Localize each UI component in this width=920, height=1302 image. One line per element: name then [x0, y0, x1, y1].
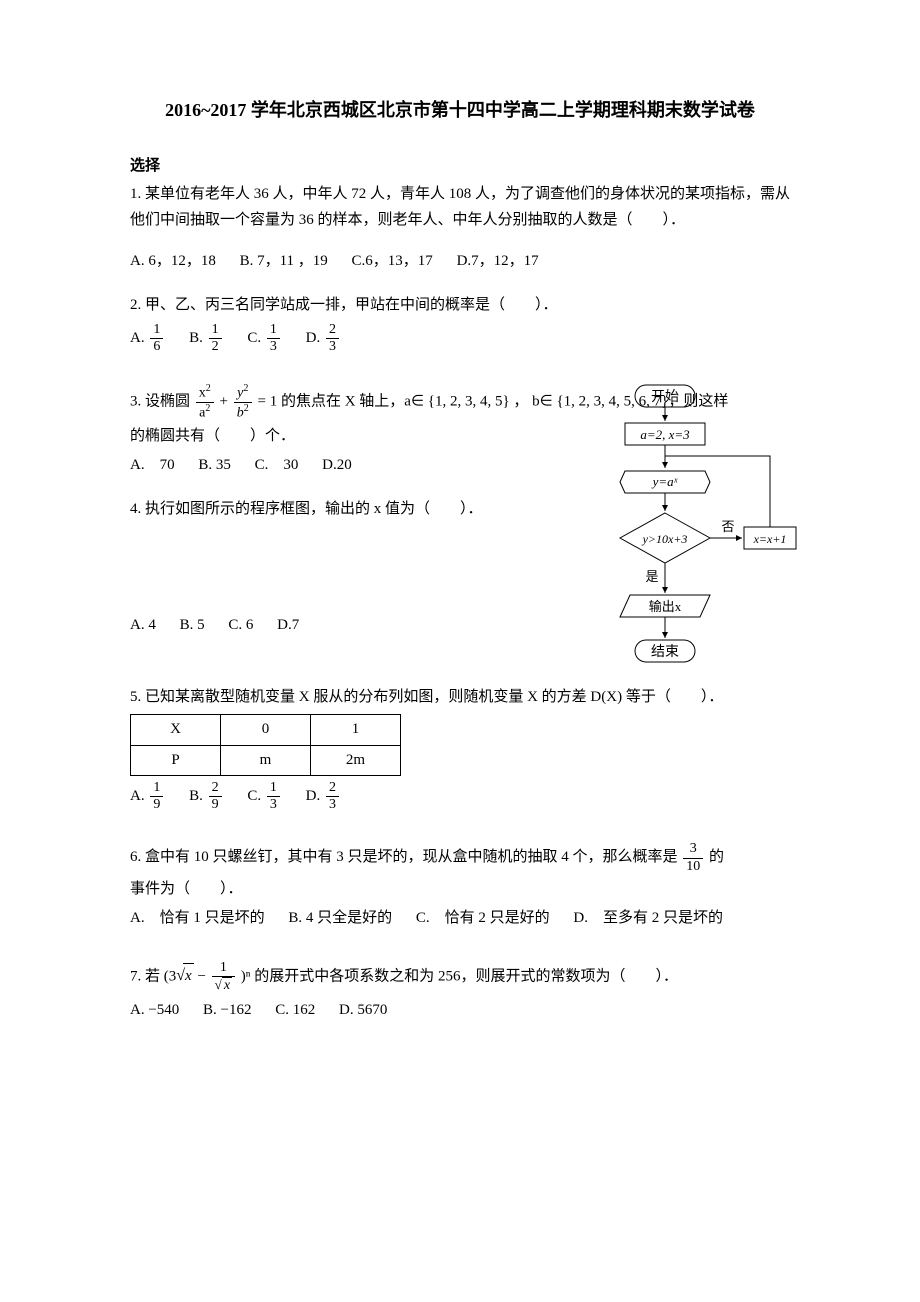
question-7: 7. 若 (3x − 1 √x )ⁿ 的展开式中各项系数之和为 256，则展开式…	[130, 960, 790, 1024]
q7-opt-b: B. −162	[203, 998, 251, 1024]
q1-options: A. 6，12，18 B. 7，11 ，19 C.6，13，17 D.7，12，…	[130, 249, 790, 275]
q3-opt-c: C. 30	[255, 453, 299, 479]
q5-options: A. 19 B. 29 C. 13 D. 23	[130, 780, 790, 813]
q5-cell-p: P	[131, 745, 221, 776]
q2-text: 2. 甲、乙、丙三名同学站成一排，甲站在中间的概率是（ ）．	[130, 293, 790, 319]
q5-cell-0: 0	[221, 715, 311, 746]
q7-text: 7. 若 (3x − 1 √x )ⁿ 的展开式中各项系数之和为 256，则展开式…	[130, 960, 790, 994]
q2-frac-c: 13	[267, 322, 280, 355]
q2-b-label: B.	[189, 330, 203, 346]
q6-opt-d: D. 至多有 2 只是坏的	[573, 906, 723, 932]
q7-opt-a: A. −540	[130, 998, 179, 1024]
q6-options: A. 恰有 1 只是坏的 B. 4 只全是好的 C. 恰有 2 只是好的 D. …	[130, 906, 790, 932]
q4-opt-d: D.7	[277, 613, 299, 639]
q5-cell-m: m	[221, 745, 311, 776]
question-1: 1. 某单位有老年人 36 人，中年人 72 人，青年人 108 人，为了调查他…	[130, 182, 790, 275]
q2-a-label: A.	[130, 330, 145, 346]
flow-inc: x=x+1	[753, 532, 787, 546]
q1-opt-c: C.6，13，17	[352, 249, 433, 275]
q2-d-label: D.	[306, 330, 321, 346]
q3-options: A. 70 B. 35 C. 30 D.20	[130, 453, 550, 479]
q6-opt-c: C. 恰有 2 只是好的	[416, 906, 550, 932]
question-4: 4. 执行如图所示的程序框图，输出的 x 值为（ ）． A. 4 B. 5 C.…	[130, 497, 550, 639]
q3-frac-y: y2 b2	[234, 383, 252, 422]
table-row: P m 2m	[131, 745, 401, 776]
q1-opt-a: A. 6，12，18	[130, 249, 216, 275]
flow-init: a=2, x=3	[640, 427, 690, 442]
q4-text: 4. 执行如图所示的程序框图，输出的 x 值为（ ）．	[130, 497, 550, 523]
flow-yes: 是	[645, 569, 658, 584]
flow-start: 开始	[651, 389, 679, 405]
q3-opt-b: B. 35	[198, 453, 231, 479]
q7-frac: 1 √x	[212, 960, 235, 994]
q3-opt-a: A. 70	[130, 453, 175, 479]
q4-opt-c: C. 6	[228, 613, 253, 639]
flow-assign: y=aˣ	[651, 474, 678, 489]
q6-suffix: 的	[709, 850, 724, 866]
sqrt-x-icon: x	[176, 962, 193, 990]
q2-frac-b: 12	[209, 322, 222, 355]
q6-opt-a: A. 恰有 1 只是坏的	[130, 906, 265, 932]
q7-mid: −	[197, 968, 209, 984]
q4-opt-a: A. 4	[130, 613, 156, 639]
q6-frac: 310	[683, 841, 703, 874]
q3-prefix: 3. 设椭圆	[130, 394, 190, 410]
q7-suffix: )ⁿ 的展开式中各项系数之和为 256，则展开式的常数项为（ ）．	[241, 968, 678, 984]
q3-frac-x: x2 a2	[196, 383, 214, 422]
q2-frac-d: 23	[326, 322, 339, 355]
flow-end: 结束	[651, 644, 679, 660]
q2-opt-d: D. 23	[306, 322, 341, 355]
q2-opt-a: A. 16	[130, 322, 165, 355]
table-row: X 0 1	[131, 715, 401, 746]
flow-no: 否	[721, 519, 734, 534]
q6-line2: 事件为（ ）．	[130, 877, 790, 903]
q1-opt-d: D.7，12，17	[457, 249, 539, 275]
q2-c-label: C.	[247, 330, 261, 346]
question-2: 2. 甲、乙、丙三名同学站成一排，甲站在中间的概率是（ ）． A. 16 B. …	[130, 293, 790, 356]
q6-line1: 6. 盒中有 10 只螺丝钉，其中有 3 只是坏的，现从盒中随机的抽取 4 个，…	[130, 841, 790, 874]
q3-q4-block: 3. 设椭圆 x2 a2 + y2 b2 = 1 的焦点在 X 轴上，a∈ {1…	[130, 383, 790, 639]
q7-opt-c: C. 162	[275, 998, 315, 1024]
q2-opt-c: C. 13	[247, 322, 282, 355]
q2-frac-a: 16	[150, 322, 163, 355]
q3-opt-d: D.20	[322, 453, 352, 479]
q5-cell-1: 1	[311, 715, 401, 746]
q6-prefix: 6. 盒中有 10 只螺丝钉，其中有 3 只是坏的，现从盒中随机的抽取 4 个，…	[130, 850, 678, 866]
flowchart-diagram: 开始 a=2, x=3 y=aˣ y>10x+3 否 x=x+1 是 输出x 结…	[580, 383, 800, 703]
q5-opt-d: D. 23	[306, 780, 341, 813]
q5-cell-x: X	[131, 715, 221, 746]
q3-line2: 的椭圆共有（ ）个．	[130, 424, 550, 450]
q3-eq: = 1	[257, 394, 277, 410]
q4-options: A. 4 B. 5 C. 6 D.7	[130, 613, 550, 639]
q7-opt-d: D. 5670	[339, 998, 387, 1024]
q2-opt-b: B. 12	[189, 322, 224, 355]
q1-text: 1. 某单位有老年人 36 人，中年人 72 人，青年人 108 人，为了调查他…	[130, 182, 790, 233]
q7-prefix: 7. 若 (3	[130, 968, 176, 984]
q4-opt-b: B. 5	[180, 613, 205, 639]
q5-opt-a: A. 19	[130, 780, 165, 813]
page-title: 2016~2017 学年北京西城区北京市第十四中学高二上学期理科期末数学试卷	[130, 95, 790, 126]
question-5: 5. 已知某离散型随机变量 X 服从的分布列如图，则随机变量 X 的方差 D(X…	[130, 685, 790, 814]
q6-opt-b: B. 4 只全是好的	[288, 906, 392, 932]
q7-options: A. −540 B. −162 C. 162 D. 5670	[130, 998, 790, 1024]
q2-options: A. 16 B. 12 C. 13 D. 23	[130, 322, 790, 355]
q5-cell-2m: 2m	[311, 745, 401, 776]
q1-opt-b: B. 7，11 ，19	[240, 249, 328, 275]
q5-table: X 0 1 P m 2m	[130, 714, 401, 776]
question-6: 6. 盒中有 10 只螺丝钉，其中有 3 只是坏的，现从盒中随机的抽取 4 个，…	[130, 841, 790, 931]
section-heading: 选择	[130, 154, 790, 180]
flow-out: 输出x	[649, 599, 682, 614]
flow-cond: y>10x+3	[642, 532, 688, 546]
q5-opt-c: C. 13	[247, 780, 282, 813]
q5-opt-b: B. 29	[189, 780, 224, 813]
plus: +	[220, 394, 228, 410]
